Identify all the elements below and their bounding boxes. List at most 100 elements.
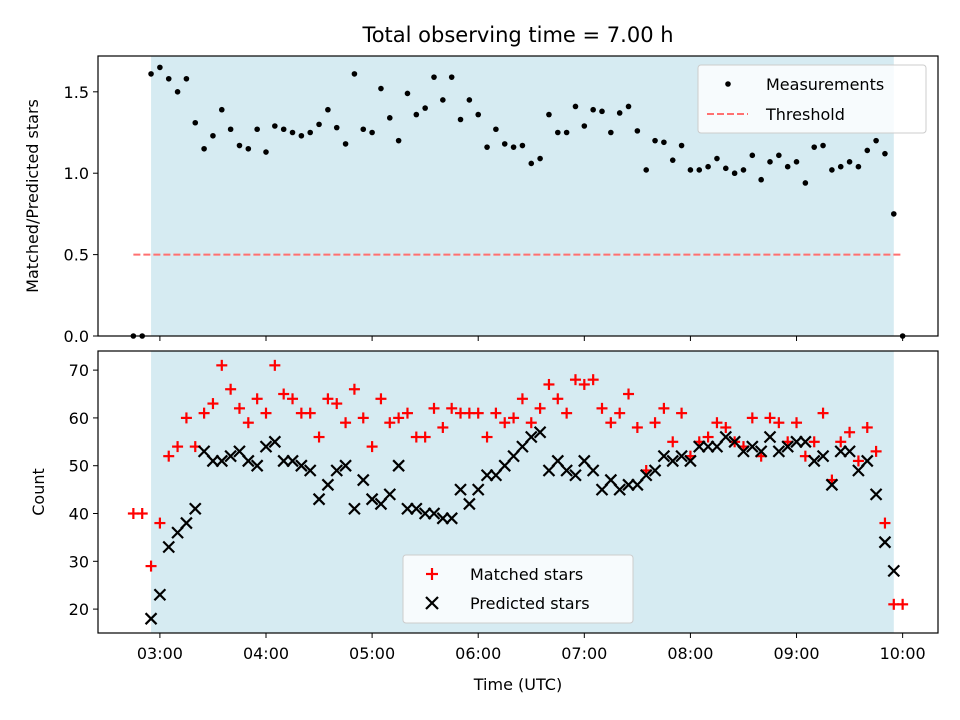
measurement-point (316, 121, 322, 128)
predicted-star-point (737, 445, 750, 458)
matched-star-point (614, 407, 626, 419)
matched-star-point (569, 374, 581, 386)
measurement-point (687, 167, 694, 173)
matched-star-point (844, 426, 856, 438)
matched-star-point (764, 412, 776, 424)
matched-star-point (278, 388, 290, 400)
predicted-star-point (224, 449, 237, 463)
predicted-star-point (887, 564, 901, 578)
matched-star-point (605, 417, 617, 429)
matched-star-point (702, 431, 714, 443)
predicted-star-point (188, 502, 202, 516)
measurement-point (165, 75, 172, 82)
predicted-star-point (763, 430, 777, 444)
matched-star-point (516, 393, 528, 405)
matched-star-point (242, 417, 254, 429)
x-tick-label: 06:00 (455, 644, 501, 663)
x-tick-label: 03:00 (137, 644, 183, 663)
predicted-star-point (153, 588, 167, 602)
legend-label-threshold: Threshold (765, 105, 845, 124)
measurement-point (378, 85, 384, 92)
predicted-star-point (197, 445, 211, 458)
matched-star-point (233, 402, 245, 414)
predicted-star-point (657, 449, 671, 463)
bottom-y-tick-label: 30 (69, 552, 89, 571)
x-tick-label: 04:00 (243, 644, 289, 663)
predicted-star-point (684, 454, 697, 468)
predicted-star-point (825, 478, 839, 492)
matched-star-point (357, 412, 369, 424)
matched-star-point (817, 407, 829, 419)
measurement-point (201, 145, 207, 152)
measurement-point (784, 163, 791, 170)
matched-star-point (163, 450, 175, 462)
measurement-point (395, 137, 402, 144)
matched-star-point (207, 398, 219, 410)
matched-star-point (269, 359, 281, 371)
measurement-point (829, 167, 835, 173)
measurement-point (643, 167, 650, 173)
top-x-axis (159, 336, 904, 341)
matched-star-point (658, 402, 670, 414)
predicted-star-point (454, 483, 467, 496)
matched-star-point (623, 388, 635, 400)
predicted-star-point (675, 449, 688, 463)
matched-star-point (313, 431, 325, 443)
matched-star-point (631, 421, 643, 433)
matched-star-point (401, 407, 413, 419)
measurement-point (360, 126, 367, 133)
measurement-point (484, 144, 490, 150)
predicted-star-point (463, 497, 476, 511)
matched-star-point (543, 378, 555, 390)
matched-star-point (260, 407, 272, 419)
predicted-star-point (613, 483, 626, 496)
matched-star-point (561, 407, 573, 419)
measurement-point (554, 129, 561, 136)
predicted-star-point (754, 445, 768, 458)
matched-star-point (596, 402, 608, 414)
measurement-point (254, 126, 260, 133)
predicted-star-point (180, 516, 193, 530)
measurement-point (599, 108, 605, 115)
matched-star-point (667, 436, 679, 448)
predicted-star-point (171, 526, 184, 539)
measurement-point (537, 155, 543, 162)
matched-star-point (198, 407, 210, 419)
bottom-legend-box (402, 554, 634, 624)
matched-star-point (587, 374, 599, 386)
bottom-y-tick-label: 70 (69, 361, 89, 380)
measurement-point (148, 71, 154, 77)
matched-star-point (897, 598, 909, 610)
predicted-star-point (666, 454, 680, 468)
matched-star-point (808, 436, 820, 448)
bottom-x-axis: 03:00 04:00 05:00 06:00 07:00 08:00 09:00 10:00 (137, 633, 926, 663)
measurement-point (855, 163, 862, 170)
predicted-star-point (781, 440, 794, 453)
measurement-point (245, 145, 252, 152)
predicted-star-point (339, 459, 352, 472)
matched-star-point (446, 402, 458, 414)
matched-star-point (861, 421, 873, 433)
measurement-point (714, 155, 720, 162)
predicted-star-point (595, 483, 609, 496)
measurement-point (519, 142, 526, 149)
matched-star-point (136, 508, 148, 520)
measurement-point (616, 110, 623, 116)
measurement-point (210, 132, 216, 139)
measurement-point (369, 129, 375, 136)
measurement-point (820, 142, 826, 149)
measurement-point (661, 139, 667, 146)
predicted-star-point (578, 454, 591, 468)
predicted-star-point (604, 473, 618, 487)
measurement-point (413, 111, 420, 118)
bottom-y-axis-label: Count (29, 468, 48, 516)
measurement-point (590, 106, 596, 113)
predicted-star-point (144, 612, 158, 625)
measurement-point (466, 97, 473, 103)
matched-star-point (552, 393, 564, 405)
matched-star-point (437, 421, 449, 433)
predicted-star-point (551, 454, 565, 468)
predicted-star-point (542, 464, 556, 477)
matched-star-point (481, 431, 493, 443)
legend-label-predicted: Predicted stars (470, 594, 590, 613)
